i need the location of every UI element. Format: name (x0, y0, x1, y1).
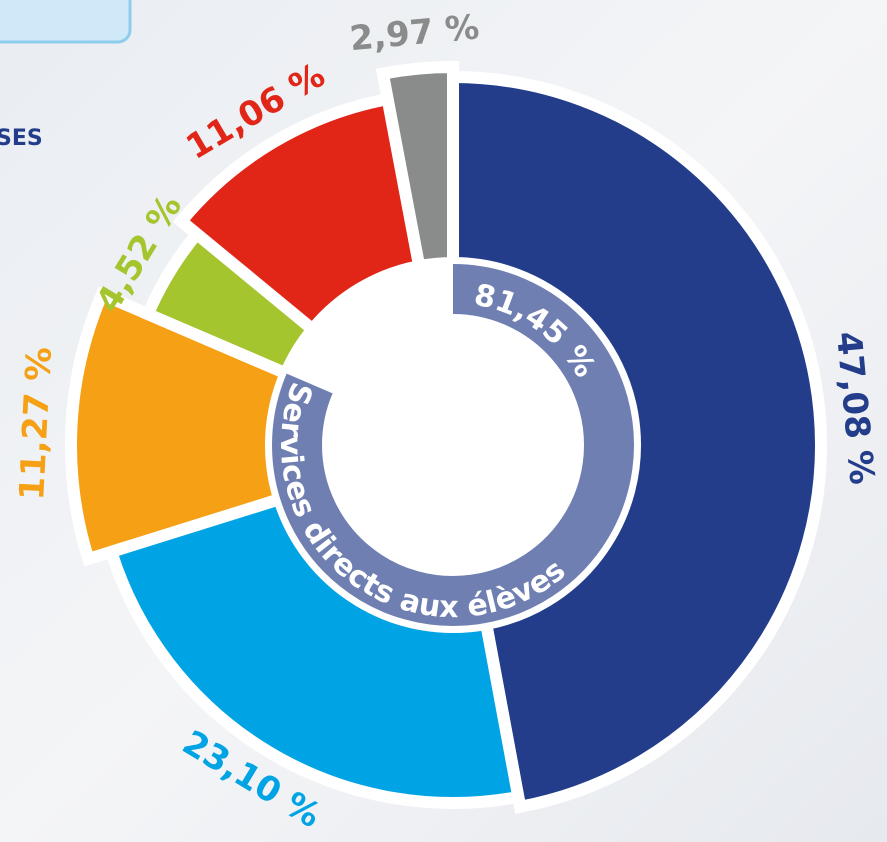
header-box (0, 0, 132, 44)
inner-hole (275, 267, 631, 623)
slice (65, 286, 294, 567)
slice (447, 70, 827, 814)
slice (375, 60, 459, 274)
header-fragment: SES (0, 126, 43, 151)
slice (103, 491, 526, 809)
inner-ring (272, 264, 634, 626)
value-label: 11,27 % (12, 346, 60, 501)
